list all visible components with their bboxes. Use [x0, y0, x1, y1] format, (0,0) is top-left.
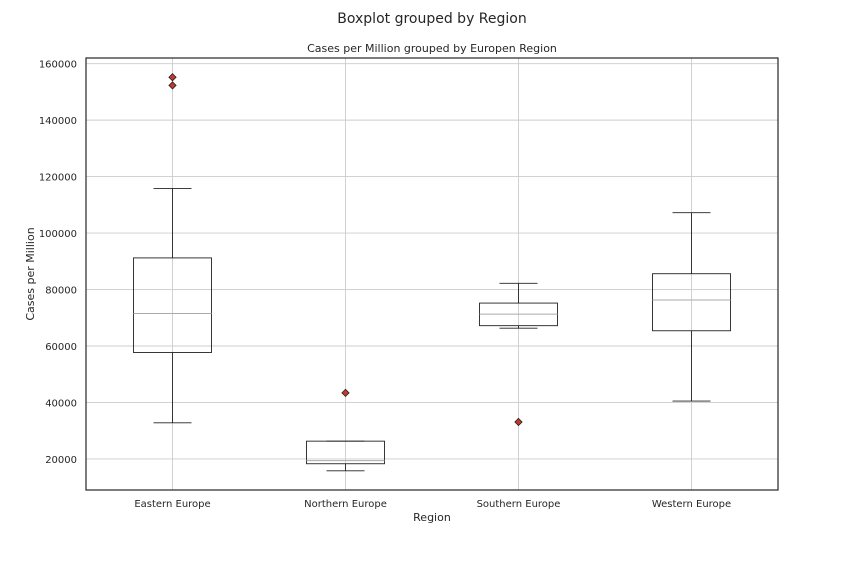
outlier-point [168, 73, 177, 82]
outlier-point [168, 81, 177, 90]
y-tick-label: 100000 [39, 229, 77, 240]
outlier-point [341, 388, 350, 398]
iqr-box [306, 440, 385, 465]
y-tick-label: 140000 [39, 116, 77, 127]
outlier-point [514, 417, 523, 427]
chart-suptitle: Boxplot grouped by Region [337, 11, 526, 27]
y-tick-label: 40000 [45, 398, 77, 409]
y-tick-label: 60000 [45, 342, 77, 353]
box-group [479, 282, 558, 427]
box-group [306, 388, 385, 472]
y-tick-label: 160000 [39, 60, 77, 71]
chart-title: Cases per Million grouped by Europen Reg… [307, 42, 557, 55]
iqr-box [133, 257, 212, 353]
y-axis-label: Cases per Million [24, 227, 37, 320]
grid-lines [86, 58, 778, 490]
box-group [133, 73, 212, 424]
box-group [652, 212, 731, 402]
x-axis-label: Region [413, 511, 451, 524]
axis-ticks: 20000 40000 60000 80000 100000 120000 140000 16… [39, 60, 731, 510]
iqr-box [652, 273, 731, 332]
plot-frame [85, 57, 779, 491]
y-tick-label: 20000 [45, 455, 77, 466]
x-tick-label: Western Europe [652, 499, 731, 510]
boxes [133, 73, 731, 472]
y-tick-label: 120000 [39, 173, 77, 184]
x-tick-label: Southern Europe [477, 499, 561, 510]
y-tick-label: 80000 [45, 286, 77, 297]
x-tick-label: Northern Europe [304, 499, 387, 510]
x-tick-label: Eastern Europe [134, 499, 210, 510]
